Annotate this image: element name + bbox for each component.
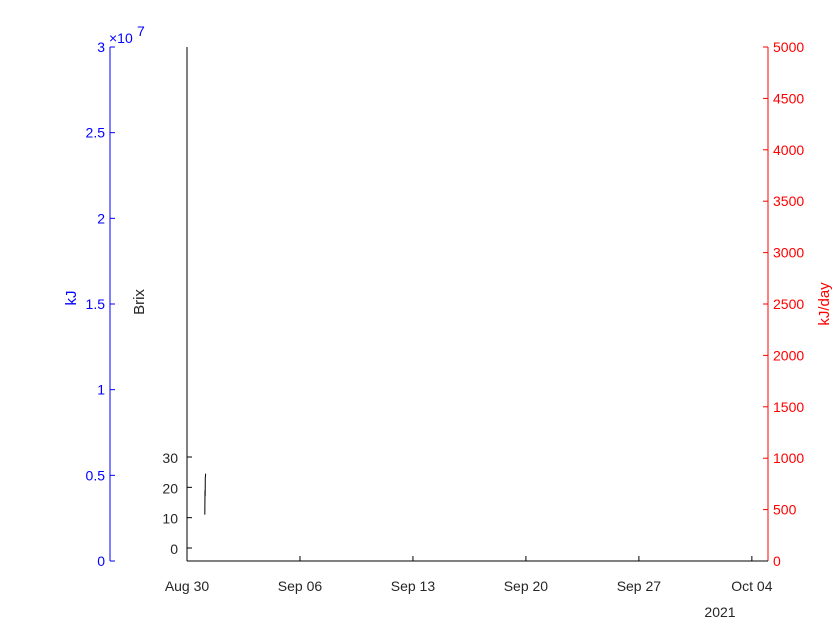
brix-axis-tick-label: 10: [162, 511, 178, 527]
right-axis-tick-label: 1000: [773, 450, 804, 466]
left-axis-tick-label: 1: [97, 382, 105, 398]
right-axis-tick-label: 0: [773, 553, 781, 569]
x-axis-tick-label: Aug 30: [165, 578, 210, 594]
exponent-base: ×10: [109, 30, 133, 46]
left-axis-exponent: ×10 7: [109, 23, 145, 46]
x-axis-tick-label: Sep 20: [504, 578, 549, 594]
right-axis-tick-label: 5000: [773, 39, 804, 55]
left-axis: 0 0.5 1 1.5 2 2.5 3: [86, 39, 115, 569]
right-axis: 0 500 1000 1500 2000 2500 3000 3500 4000 4500 5000: [763, 39, 804, 569]
x-axis: Aug 30 Sep 06 Sep 13 Sep 20 Sep 27 Oct 04: [165, 556, 773, 594]
x-axis-tick-label: Oct 04: [731, 578, 772, 594]
series-layer: [204, 473, 207, 515]
brix-axis-tick-label: 30: [162, 450, 178, 466]
right-axis-tick-label: 4500: [773, 90, 804, 106]
x-axis-tick-label: Sep 06: [278, 578, 323, 594]
brix-axis-title: Brix: [131, 289, 148, 315]
left-axis-tick-label: 2.5: [86, 125, 106, 141]
left-axis-title: kJ: [63, 291, 80, 306]
right-axis-title: kJ/day: [816, 282, 833, 326]
exponent-power: 7: [137, 23, 145, 39]
right-axis-tick-label: 500: [773, 502, 797, 518]
brix-axis-tick-label: 20: [162, 480, 178, 496]
right-axis-tick-label: 2000: [773, 347, 804, 363]
left-axis-tick-label: 3: [97, 39, 105, 55]
x-axis-year-label: 2021: [704, 604, 735, 620]
left-axis-tick-label: 1.5: [86, 296, 106, 312]
right-axis-tick-label: 2500: [773, 296, 804, 312]
brix-axis-tick-label: 0: [170, 541, 178, 557]
brix-axis: 0 10 20 30: [162, 47, 192, 561]
left-axis-tick-label: 0.5: [86, 467, 106, 483]
x-axis-tick-label: Sep 13: [391, 578, 436, 594]
right-axis-tick-label: 1500: [773, 399, 804, 415]
right-axis-tick-label: 3500: [773, 193, 804, 209]
x-axis-tick-label: Sep 27: [617, 578, 662, 594]
right-axis-tick-label: 3000: [773, 245, 804, 261]
left-axis-tick-label: 2: [97, 210, 105, 226]
left-axis-tick-label: 0: [97, 553, 105, 569]
right-axis-tick-label: 4000: [773, 142, 804, 158]
brix-series-line: [204, 473, 207, 515]
